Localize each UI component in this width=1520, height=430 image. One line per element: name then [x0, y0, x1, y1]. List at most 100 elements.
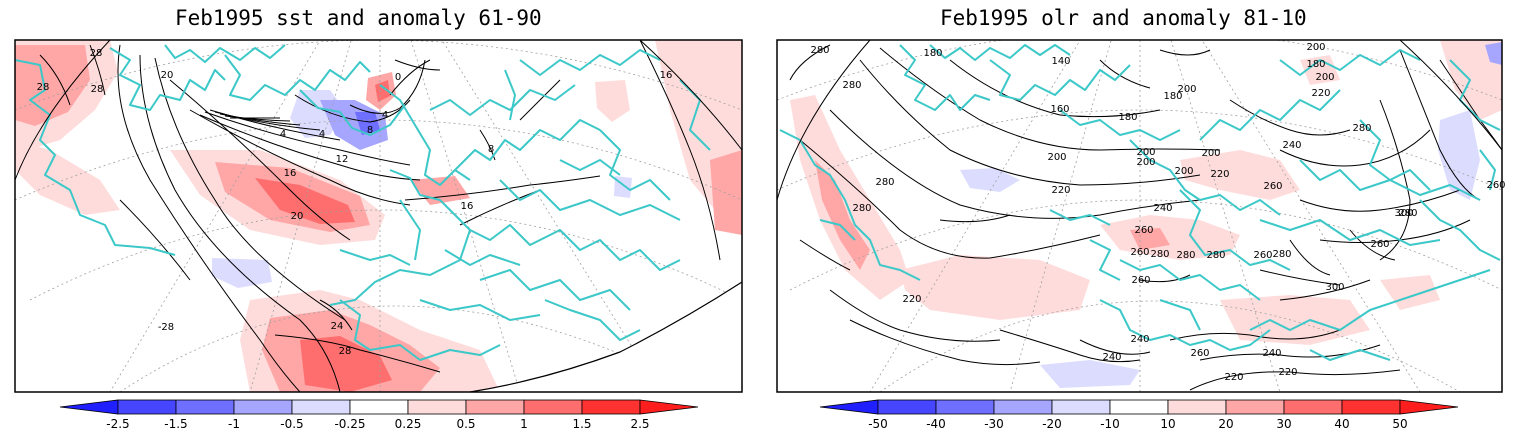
- colorbar-label: 0.5: [456, 417, 475, 430]
- contour-label: 240: [1130, 334, 1149, 345]
- contour-label: 280: [842, 80, 861, 91]
- colorbar-label: 10: [1160, 417, 1175, 430]
- colorbar-label: 1.5: [572, 417, 591, 430]
- left-map-panel: 28 28 28 20 0 4 4 8 12 16 20 16 24 28 -2…: [14, 39, 743, 393]
- colorbar-label: 2.5: [630, 417, 649, 430]
- contour-label: 28: [339, 346, 352, 357]
- colorbar-label: -2.5: [106, 417, 129, 430]
- contour-label: 4: [280, 129, 286, 140]
- contour-label: 220: [1278, 367, 1297, 378]
- colorbar-label: -40: [926, 417, 946, 430]
- right-coastlines: [779, 44, 1501, 361]
- contour-label: 8: [488, 144, 494, 155]
- contour-label: 8: [367, 125, 373, 136]
- colorbar-label: 50: [1392, 417, 1407, 430]
- contour-label: 260: [1253, 250, 1272, 261]
- left-colorbar: -2.5 -1.5 -1 -0.5 -0.25 0.25 0.5 1 1.5 2…: [59, 399, 699, 430]
- contour-label: 240: [1102, 352, 1121, 363]
- contour-label: 24: [331, 321, 344, 332]
- contour-label: 180: [1306, 59, 1325, 70]
- contour-label: 180: [923, 48, 942, 59]
- colorbar-label: -50: [868, 417, 888, 430]
- contour-label: 140: [1051, 56, 1070, 67]
- contour-label: 200: [1306, 42, 1325, 53]
- contour-label: 12: [336, 154, 349, 165]
- contour-label: 160: [1050, 104, 1069, 115]
- colorbar-label: -1: [228, 417, 240, 430]
- colorbar-label: 40: [1334, 417, 1349, 430]
- contour-label: 4: [382, 110, 388, 121]
- contour-label: 280: [875, 177, 894, 188]
- contour-label: 280: [1352, 123, 1371, 134]
- right-contours: [789, 44, 1502, 391]
- contour-label: 240: [1262, 348, 1281, 359]
- colorbar-label: 30: [1276, 417, 1291, 430]
- right-contour-labels: 180 160 140 180 200 180 200 220 240 260 …: [810, 42, 1505, 383]
- contour-label: 200: [1201, 148, 1220, 159]
- contour-label: 16: [284, 168, 297, 179]
- left-contour-labels: 28 28 28 20 0 4 4 8 12 16 20 16 24 28 -2…: [37, 48, 673, 357]
- contour-label: 180: [1118, 112, 1137, 123]
- contour-label: 180: [1163, 91, 1182, 102]
- right-anomaly-shading: [790, 40, 1502, 388]
- colorbar-label: 0.25: [395, 417, 422, 430]
- right-colorbar: -50 -40 -30 -20 -10 10 20 30 40 50: [819, 399, 1459, 430]
- contour-label: 220: [1311, 88, 1330, 99]
- contour-label: 220: [1210, 169, 1229, 180]
- left-map-frame: [14, 39, 743, 393]
- contour-label: 220: [902, 294, 921, 305]
- contour-label: 280: [1206, 250, 1225, 261]
- contour-label: 20: [161, 70, 174, 81]
- contour-label: 280: [1150, 249, 1169, 260]
- contour-label: 200: [1047, 152, 1066, 163]
- left-anomaly-shading: [15, 40, 742, 392]
- contour-label: 240: [1153, 203, 1172, 214]
- contour-label: 28: [37, 82, 50, 93]
- colorbar-label: 1: [520, 417, 528, 430]
- contour-label: 4: [319, 129, 325, 140]
- contour-label: 280: [1398, 208, 1417, 219]
- contour-label: 220: [1224, 372, 1243, 383]
- contour-label: 0: [395, 72, 401, 83]
- contour-label: 300: [1394, 208, 1413, 219]
- left-coastlines: [15, 44, 711, 361]
- contour-label: 260: [1134, 225, 1153, 236]
- right-map-panel: 180 160 140 180 200 180 200 220 240 260 …: [776, 39, 1506, 393]
- contour-label: -28: [158, 322, 174, 333]
- contour-label: 16: [461, 201, 474, 212]
- contour-label: 260: [1131, 275, 1150, 286]
- contour-label: 260: [1370, 239, 1389, 250]
- contour-label: 260: [1130, 247, 1149, 258]
- right-map-title: Feb1995 olr and anomaly 81-10: [940, 6, 1307, 30]
- right-map-frame: [776, 39, 1503, 393]
- contour-label: 28: [90, 48, 103, 59]
- colorbar-label: -30: [984, 417, 1004, 430]
- contour-label: 260: [1263, 181, 1282, 192]
- contour-label: 280: [1272, 249, 1291, 260]
- colorbar-label: -10: [1100, 417, 1120, 430]
- contour-label: 280: [1176, 250, 1195, 261]
- colorbar-label: -20: [1042, 417, 1062, 430]
- left-map-title: Feb1995 sst and anomaly 61-90: [175, 6, 542, 30]
- colorbar-label: -0.25: [334, 417, 365, 430]
- contour-label: 260: [1486, 180, 1505, 191]
- left-contours: [39, 40, 721, 392]
- contour-label: 260: [1190, 348, 1209, 359]
- contour-label: 200: [1136, 147, 1155, 158]
- contour-label: 200: [1136, 157, 1155, 168]
- contour-label: 16: [660, 70, 673, 81]
- colorbar-label: -1.5: [164, 417, 187, 430]
- colorbar-label: -0.5: [280, 417, 303, 430]
- contour-label: 200: [1174, 166, 1193, 177]
- contour-label: 280: [810, 45, 829, 56]
- contour-label: 300: [1325, 282, 1344, 293]
- contour-label: 200: [1315, 72, 1334, 83]
- contour-label: 280: [852, 203, 871, 214]
- contour-label: 240: [1282, 140, 1301, 151]
- contour-label: 28: [91, 84, 104, 95]
- contour-label: 200: [1177, 84, 1196, 95]
- contour-label: 220: [1051, 185, 1070, 196]
- contour-label: 20: [291, 211, 304, 222]
- colorbar-label: 20: [1218, 417, 1233, 430]
